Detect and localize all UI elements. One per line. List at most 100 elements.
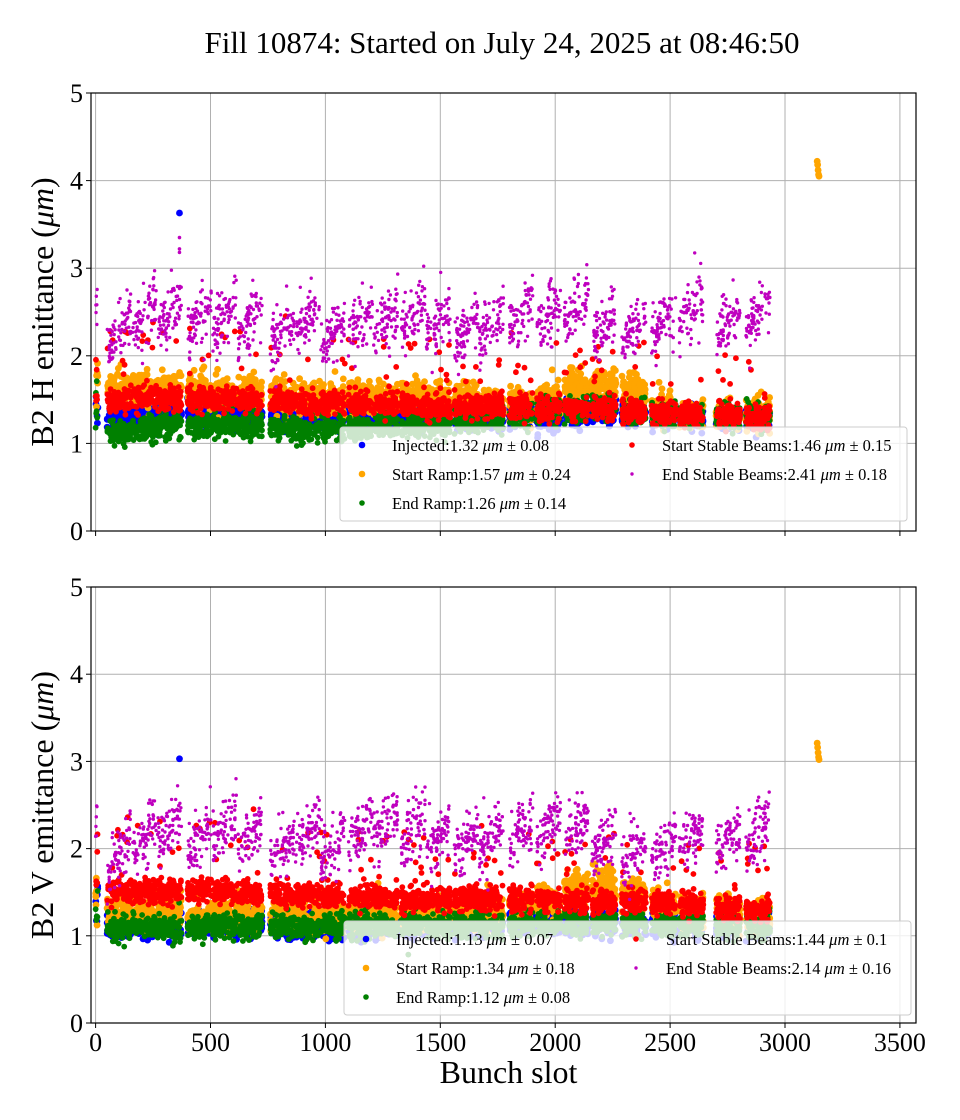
data-point — [636, 380, 644, 388]
data-point — [156, 414, 163, 421]
data-point — [215, 417, 222, 424]
data-point — [134, 428, 141, 435]
data-point — [655, 378, 663, 386]
data-point — [157, 432, 163, 439]
data-point — [567, 375, 574, 383]
data-point — [256, 417, 263, 423]
data-point — [306, 421, 313, 428]
data-point — [331, 368, 339, 375]
data-point — [366, 377, 373, 385]
data-point — [339, 375, 347, 383]
data-point — [185, 429, 192, 436]
data-point — [227, 429, 234, 436]
data-point — [412, 372, 419, 379]
data-point — [666, 387, 674, 394]
data-point — [111, 442, 118, 449]
data-point — [276, 429, 283, 436]
data-point — [185, 419, 192, 426]
data-point — [567, 364, 574, 371]
data-point — [602, 384, 610, 391]
data-point — [433, 378, 440, 386]
data-point — [314, 439, 321, 446]
data-point — [247, 438, 254, 445]
data-point — [554, 376, 562, 384]
data-point — [141, 433, 147, 439]
data-point — [162, 437, 169, 444]
data-point — [507, 382, 514, 390]
data-point — [330, 425, 337, 431]
data-point — [158, 366, 166, 374]
data-point — [192, 428, 199, 434]
data-point — [348, 419, 354, 426]
data-point — [104, 428, 111, 435]
data-point — [299, 420, 306, 426]
data-point — [166, 422, 173, 428]
data-point — [154, 376, 162, 384]
data-point — [376, 378, 383, 386]
data-point — [293, 443, 300, 449]
data-point — [130, 437, 137, 443]
data-point — [313, 425, 320, 432]
data-point — [548, 366, 556, 374]
data-point — [200, 433, 207, 439]
data-point — [135, 433, 142, 440]
data-point — [306, 437, 313, 443]
data-point — [191, 436, 198, 443]
data-point — [214, 365, 222, 373]
data-point — [607, 371, 614, 379]
data-point — [211, 436, 218, 443]
data-point — [138, 371, 145, 379]
data-point — [273, 421, 280, 427]
data-point — [176, 420, 183, 427]
data-point — [595, 385, 603, 393]
data-point — [285, 432, 292, 438]
data-point — [256, 426, 263, 433]
data-point — [281, 416, 288, 423]
data-point — [121, 444, 128, 450]
data-point — [235, 429, 242, 436]
data-point — [159, 423, 166, 430]
data-point — [305, 430, 311, 437]
data-point — [359, 418, 366, 424]
data-point — [295, 432, 301, 439]
data-point — [320, 435, 327, 442]
data-point — [244, 423, 251, 430]
data-point — [176, 436, 183, 443]
data-point — [200, 363, 208, 371]
data-point — [146, 415, 153, 422]
data-point — [149, 431, 155, 438]
scatter-points — [92, 157, 823, 450]
data-point — [93, 378, 100, 385]
data-point — [470, 378, 477, 386]
data-point — [107, 438, 114, 444]
data-point — [619, 382, 627, 390]
data-point — [250, 419, 257, 426]
data-point — [167, 431, 174, 437]
data-point — [310, 379, 318, 387]
data-point — [576, 383, 584, 391]
data-point — [92, 424, 99, 431]
data-point — [609, 378, 617, 385]
data-point — [244, 430, 251, 436]
data-point — [119, 431, 126, 437]
data-point — [626, 369, 634, 376]
data-point — [408, 380, 416, 388]
data-point — [296, 375, 303, 383]
data-point — [539, 384, 546, 392]
data-point — [93, 410, 100, 417]
figure-title: Fill 10874: Started on July 24, 2025 at … — [204, 25, 799, 60]
data-point — [115, 438, 122, 445]
data-point — [658, 385, 666, 393]
data-point — [148, 439, 155, 445]
data-point — [195, 421, 202, 427]
data-point — [300, 440, 306, 446]
data-point — [204, 411, 211, 418]
data-point — [149, 422, 156, 429]
data-point — [222, 438, 229, 444]
data-point — [286, 418, 293, 425]
data-point — [141, 415, 148, 421]
data-point — [222, 419, 229, 425]
data-point — [142, 422, 149, 429]
